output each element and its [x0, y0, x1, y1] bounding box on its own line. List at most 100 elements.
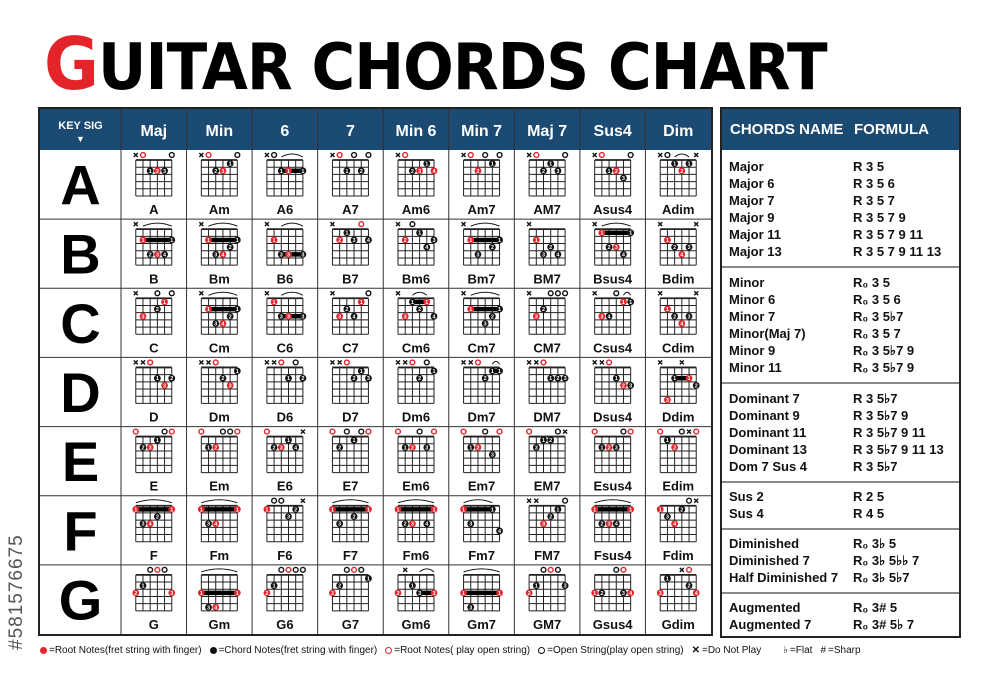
finger-number: 1 [593, 591, 596, 597]
root-note-dot [671, 520, 679, 528]
chord-name: EM7 [534, 479, 561, 494]
finger-number: 1 [156, 438, 159, 444]
chord-note-dot [205, 603, 212, 611]
chord-formula: R₀ 3♭ 5♭7 [853, 570, 910, 585]
chord-formula: R 3 5♭7 9 11 13 [853, 442, 944, 457]
chord-note-dot [285, 513, 292, 520]
finger-number: 3 [280, 445, 283, 451]
chord-note-dot [488, 312, 496, 320]
root-note-dot [598, 312, 606, 320]
chord-name: D [149, 410, 158, 425]
chord-diagram: 1 2 3 E [132, 428, 175, 494]
open-string-icon [278, 566, 285, 573]
root-open-icon [430, 428, 438, 435]
finger-number: 1 [666, 238, 669, 244]
chord-type-name: Minor 9 [729, 343, 776, 358]
chord-note-dot [496, 305, 503, 313]
chord-name: Fm6 [403, 548, 430, 563]
root-open-icon [591, 428, 598, 435]
barre-arc [594, 499, 631, 504]
chord-note-dot [540, 167, 547, 175]
root-note-dot [605, 520, 613, 528]
finger-number: 4 [608, 314, 612, 320]
root-open-icon [336, 151, 343, 159]
finger-number: 1 [163, 300, 166, 306]
root-note-dot [365, 505, 372, 513]
chord-note-dot [219, 374, 227, 382]
mute-x-icon [198, 221, 204, 227]
chord-type-name: Diminished [729, 536, 800, 551]
finger-number: 3 [469, 605, 472, 611]
chord-note-dot [488, 243, 496, 251]
chord-note-dot [292, 443, 300, 451]
chord-note-dot [409, 298, 416, 306]
finger-number: 2 [673, 445, 676, 451]
chord-formula: R₀ 3♭ 5♭♭ 7 [853, 553, 920, 568]
chord-note-dot [423, 160, 431, 167]
open-string-icon [482, 428, 489, 435]
finger-number: 1 [404, 445, 407, 451]
chord-name: A [149, 202, 159, 217]
chord-note-dot [350, 374, 358, 382]
chord-note-dot [678, 505, 686, 513]
finger-number: 3 [666, 398, 669, 404]
mute-x-icon [329, 152, 335, 158]
finger-number: 2 [301, 376, 304, 382]
open-string-icon [154, 290, 161, 297]
chord-type-name: Major 7 [729, 193, 775, 208]
finger-number: 1 [207, 238, 210, 244]
finger-number: 3 [287, 515, 290, 521]
barre-arc [142, 222, 172, 227]
root-note-dot [605, 443, 613, 451]
mute-x-icon [395, 152, 401, 158]
chord-diagram: 1 2 D6 [264, 359, 307, 425]
key-letter: A [60, 154, 100, 217]
open-string-icon [350, 151, 358, 159]
chord-name: Bm [209, 271, 230, 286]
chord-name: CM7 [533, 340, 560, 355]
chord-diagram: 1 1 3 4 Csus4 [592, 290, 635, 355]
mute-x-icon [198, 359, 204, 365]
chord-note-dot [226, 243, 234, 251]
chord-note-dot [205, 520, 212, 528]
root-note-dot [532, 312, 540, 320]
chord-type-name: Dominant 9 [729, 408, 800, 423]
chord-note-dot [233, 236, 241, 244]
root-open-icon [409, 359, 416, 366]
chord-type-name: Minor(Maj 7) [729, 326, 806, 341]
chord-name: C6 [277, 340, 294, 355]
finger-number: 2 [338, 238, 341, 244]
open-string-icon [147, 566, 154, 573]
key-letter: F [63, 499, 97, 562]
mute-x-icon [329, 359, 335, 365]
black-ring-icon [538, 647, 546, 654]
barre-arc [623, 291, 632, 296]
chord-diagram: 12 3 GM7 [525, 566, 569, 632]
chord-type-name: Minor 11 [729, 360, 782, 375]
root-open-icon [474, 359, 482, 366]
root-open-icon [139, 151, 147, 159]
finger-number: 1 [170, 238, 173, 244]
finger-number: 2 [622, 383, 625, 389]
chord-diagram: 1 2 3 Em6 [394, 428, 438, 494]
chord-name: AM7 [533, 202, 560, 217]
chord-note-dot [423, 443, 431, 451]
chord-note-dot [401, 520, 409, 528]
root-note-dot [401, 236, 409, 244]
chord-name: BM7 [533, 271, 560, 286]
chord-name: Bm6 [402, 271, 430, 286]
chord-type-name: Major 6 [729, 176, 775, 191]
chord-note-dot [416, 229, 423, 237]
chord-note-dot [423, 520, 431, 528]
root-note-dot [336, 312, 344, 320]
chord-diagram: 1 2 3 DM7 [526, 359, 569, 425]
mute-x-icon [693, 221, 699, 227]
chord-name: Csus4 [593, 340, 633, 355]
chord-diagram: 1 23 G7 [329, 566, 372, 632]
chord-diagram: 12 3 Dsus4 [592, 359, 635, 425]
chord-note-dot [547, 243, 555, 251]
chord-note-dot [554, 505, 562, 513]
finger-number: 1 [236, 507, 239, 513]
chord-formula: R 3 5 7 9 [853, 210, 906, 225]
chord-diagram: 1 1 3 Gm7 [460, 568, 503, 632]
